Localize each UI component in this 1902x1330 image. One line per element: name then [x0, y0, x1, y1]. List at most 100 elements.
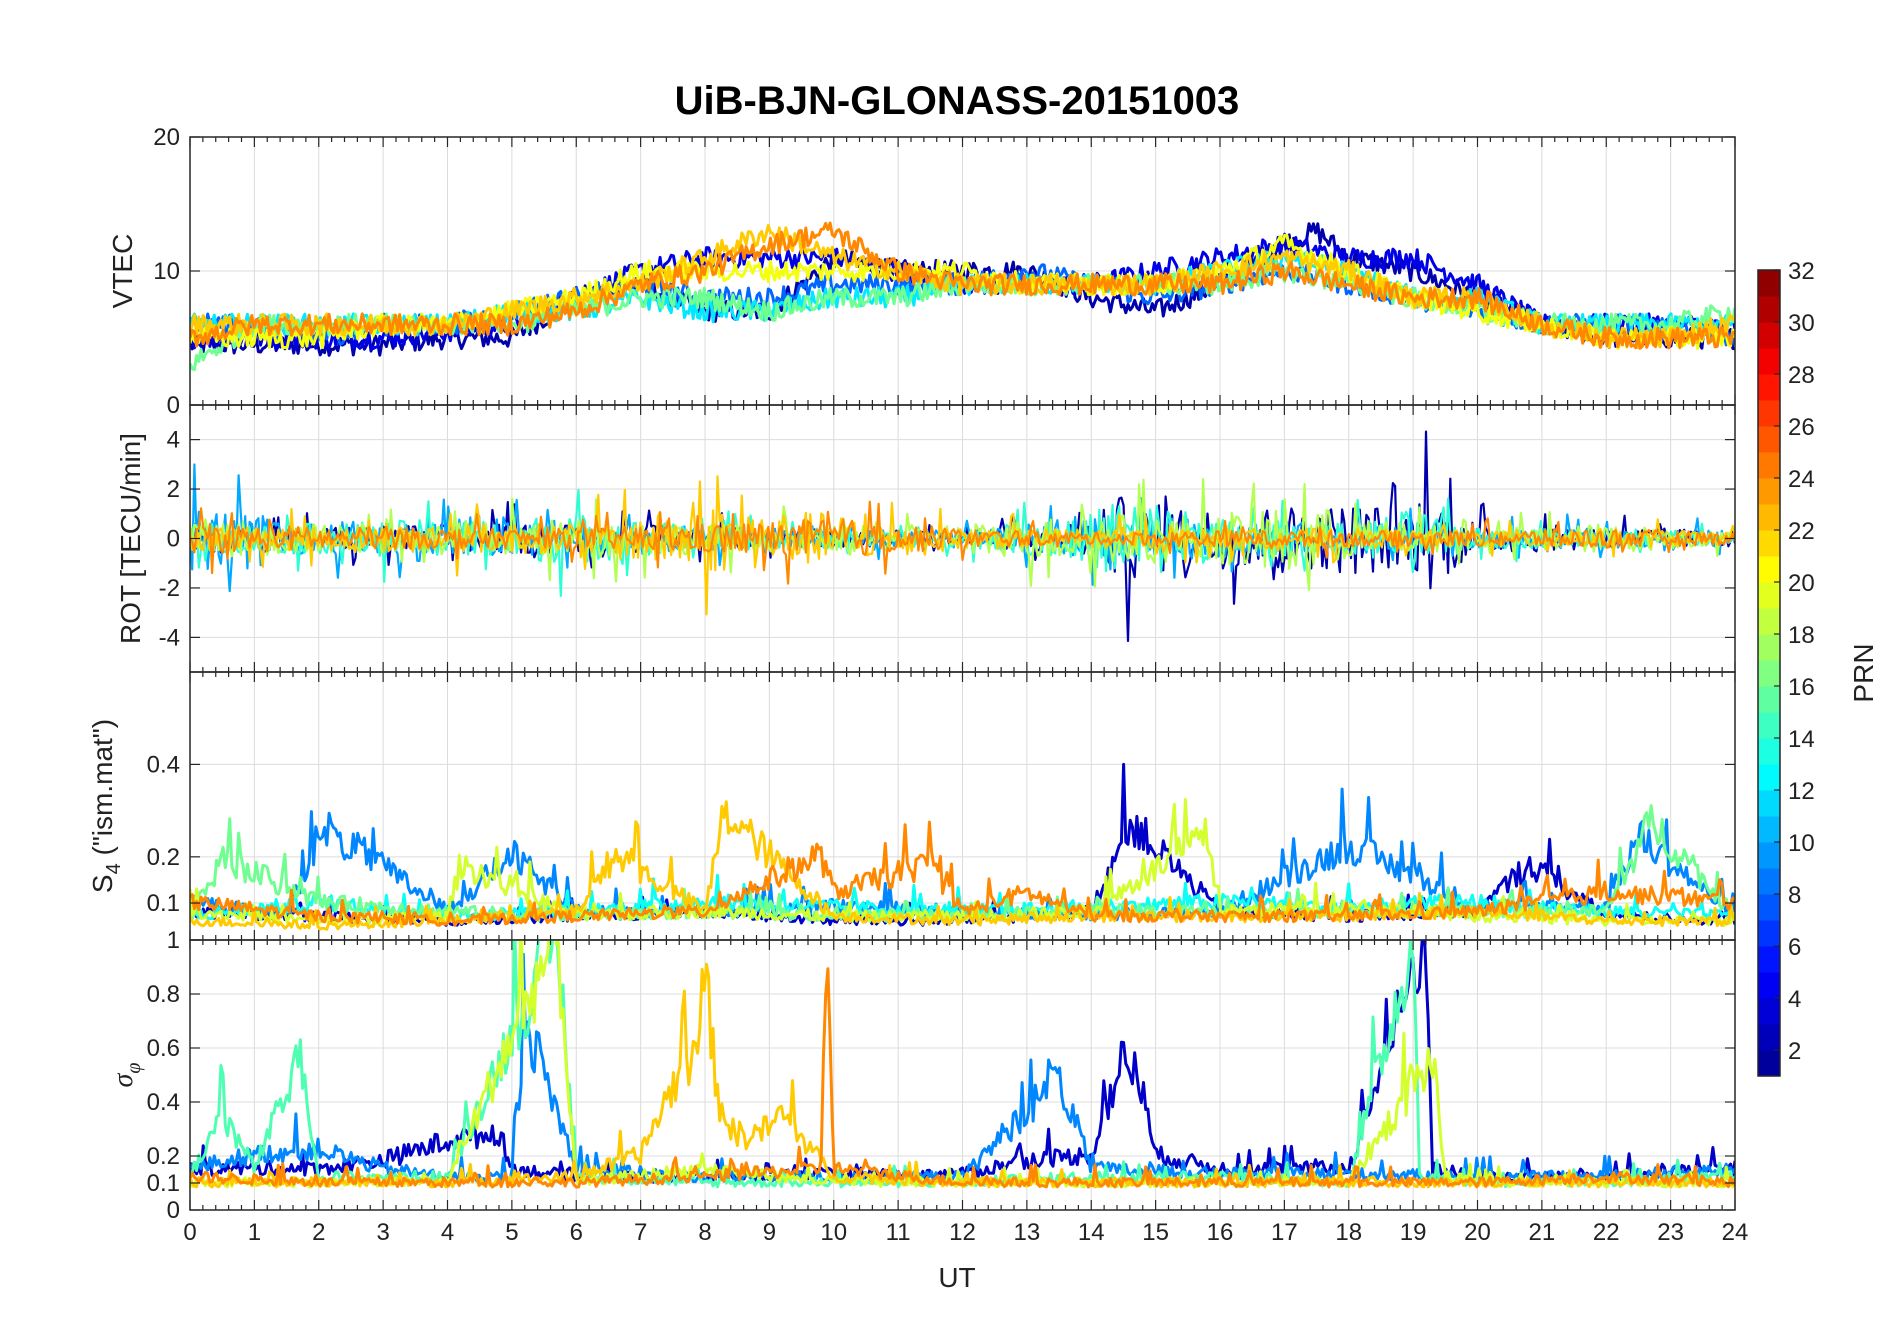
series-line-prn-22: [190, 475, 1735, 616]
colorbar-tick-label: 14: [1788, 726, 1815, 753]
y-tick-label: 0: [167, 392, 180, 419]
x-tick-label: 21: [1529, 1219, 1556, 1246]
x-tick-label: 19: [1400, 1219, 1427, 1246]
x-tick-label: 9: [763, 1219, 776, 1246]
x-tick-label: 15: [1142, 1219, 1169, 1246]
colorbar-segment: [1758, 400, 1780, 427]
x-tick-label: 12: [949, 1219, 976, 1246]
colorbar-segment: [1758, 608, 1780, 635]
y-tick-label: 0.2: [147, 844, 180, 871]
y-tick-label: 1: [167, 927, 180, 954]
x-ticks-rot: [189, 405, 1736, 672]
series-line-prn-24: [190, 500, 1735, 585]
y-axis-label-vtec: VTEC: [107, 234, 138, 309]
x-tick-label: 6: [570, 1219, 583, 1246]
colorbar-segment: [1758, 556, 1780, 583]
y-tick-label: -4: [159, 624, 180, 651]
x-tick-label: 17: [1271, 1219, 1298, 1246]
colorbar-segment: [1758, 998, 1780, 1025]
y-tick-label: 0.2: [147, 1143, 180, 1170]
x-tick-label: 1: [248, 1219, 261, 1246]
x-tick-label: 4: [441, 1219, 454, 1246]
y-tick-label: 0: [167, 526, 180, 553]
colorbar-segment: [1758, 946, 1780, 973]
x-tick-label: 20: [1464, 1219, 1491, 1246]
panel-s4: 0.1 0.2 0.4 S4 ("ism.mat"): [87, 671, 1736, 941]
y-tick-label: 0.8: [147, 981, 180, 1008]
x-tick-label: 0: [183, 1219, 196, 1246]
x-tick-label: 5: [505, 1219, 518, 1246]
y-tick-label: 0.1: [147, 1170, 180, 1197]
x-ticks-s4: [189, 672, 1736, 940]
x-tick-label: 24: [1722, 1219, 1749, 1246]
colorbar-tick-label: 26: [1788, 414, 1815, 441]
y-axis-label-rest: ("ism.mat"): [87, 719, 118, 863]
colorbar-segment: [1758, 660, 1780, 687]
y-tick-label: 0.6: [147, 1035, 180, 1062]
panel-rot: -4 -2 0 2 4 ROT [TECU/min]: [115, 404, 1736, 673]
y-axis-label-sub: φ: [123, 1063, 145, 1074]
y-tick-label: 10: [153, 258, 180, 285]
x-tick-label: 23: [1657, 1219, 1684, 1246]
series-line-prn-24: [190, 820, 1735, 927]
y-axis-label-s4: S4 ("ism.mat"): [87, 719, 125, 893]
y-tick-label: 0: [167, 1197, 180, 1224]
colorbar-segment: [1758, 920, 1780, 947]
x-tick-label: 7: [634, 1219, 647, 1246]
x-tick-label: 11: [886, 1219, 911, 1246]
colorbar-tick-label: 24: [1788, 466, 1815, 493]
x-tick-label: 2: [312, 1219, 325, 1246]
colorbar-segment: [1758, 712, 1780, 739]
colorbar-tick-label: 12: [1788, 778, 1815, 805]
series-rot: [190, 430, 1735, 643]
y-axis-label-main: S: [87, 874, 118, 893]
y-axis-label-sigma: σφ: [108, 1063, 145, 1088]
colorbar-segment: [1758, 426, 1780, 453]
y-axis-label-rot: ROT [TECU/min]: [115, 433, 146, 644]
y-tick-label: 0.1: [147, 890, 180, 917]
x-tick-label: 22: [1593, 1219, 1620, 1246]
colorbar-segment: [1758, 790, 1780, 817]
colorbar-segment: [1758, 374, 1780, 401]
colorbar-tick-label: 18: [1788, 622, 1815, 649]
y-tick-label: 4: [167, 427, 180, 454]
colorbar-tick-label: 28: [1788, 362, 1815, 389]
colorbar-segment: [1758, 816, 1780, 843]
colorbar-segment: [1758, 686, 1780, 713]
colorbar-frame: [1757, 269, 1781, 1077]
panel-sigma: 00.10.2 0.4 0.6 0.8 1 σφ: [108, 927, 1736, 1224]
colorbar-segment: [1758, 634, 1780, 661]
y-tick-label: 0.4: [147, 1089, 180, 1116]
series-s4: [190, 762, 1735, 931]
series-line-prn-24: [190, 221, 1735, 350]
colorbar-segment: [1758, 1050, 1780, 1077]
x-ticks-sigma: [189, 939, 1736, 1211]
panel-vtec: 0 10 20 VTEC: [107, 124, 1736, 419]
colorbar-segment: [1758, 270, 1780, 297]
colorbar-tick-label: 30: [1788, 310, 1815, 337]
x-tick-label: 8: [698, 1219, 711, 1246]
colorbar-tick-label: 6: [1788, 934, 1801, 961]
colorbar-segment: [1758, 348, 1780, 375]
x-tick-label: 16: [1207, 1219, 1234, 1246]
x-tick-label: 3: [376, 1219, 389, 1246]
colorbar-tick-label: 8: [1788, 882, 1801, 909]
colorbar-segment: [1758, 842, 1780, 869]
series-sigma: [190, 940, 1735, 1189]
y-axis-label-sub: 4: [103, 863, 125, 874]
x-tick-label: 18: [1335, 1219, 1362, 1246]
x-tick-label: 14: [1078, 1219, 1105, 1246]
y-tick-label: 20: [153, 124, 180, 151]
x-tick-labels: 0 1 2 3 4 5 6 7 8 9 10 11 12 13 14 15 16 17 18 19 20 21 22 23 24: [183, 1219, 1748, 1246]
colorbar-segment: [1758, 296, 1780, 323]
colorbar-segment: [1758, 582, 1780, 609]
colorbar-segment: [1758, 478, 1780, 505]
chart-title: UiB-BJN-GLONASS-20151003: [675, 79, 1240, 123]
colorbar-segment: [1758, 868, 1780, 895]
colorbar-segment: [1758, 322, 1780, 349]
x-axis-label: UT: [938, 1262, 975, 1293]
colorbar-segment: [1758, 504, 1780, 531]
colorbar-segment: [1758, 764, 1780, 791]
